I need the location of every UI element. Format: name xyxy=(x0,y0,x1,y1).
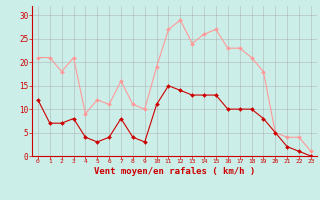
X-axis label: Vent moyen/en rafales ( km/h ): Vent moyen/en rafales ( km/h ) xyxy=(94,167,255,176)
